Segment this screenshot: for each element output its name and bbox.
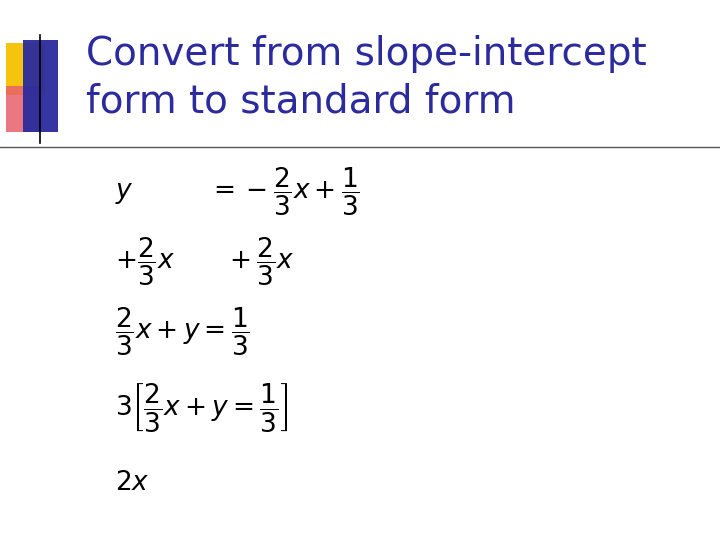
Bar	[6, 43, 45, 94]
Text: $+\dfrac{2}{3}x \qquad +\dfrac{2}{3}x$: $+\dfrac{2}{3}x \qquad +\dfrac{2}{3}x$	[115, 236, 294, 288]
Text: $3\left[\dfrac{2}{3}x + y = \dfrac{1}{3}\right]$: $3\left[\dfrac{2}{3}x + y = \dfrac{1}{3}…	[115, 381, 289, 434]
Text: Convert from slope-intercept
form to standard form: Convert from slope-intercept form to sta…	[86, 35, 647, 120]
Text: $\dfrac{2}{3}x + y = \dfrac{1}{3}$: $\dfrac{2}{3}x + y = \dfrac{1}{3}$	[115, 306, 250, 358]
Text: $y \quad\quad\quad = -\dfrac{2}{3}x+\dfrac{1}{3}$: $y \quad\quad\quad = -\dfrac{2}{3}x+\dfr…	[115, 166, 360, 218]
Bar	[23, 40, 58, 132]
Bar	[6, 86, 40, 132]
Text: $2x$: $2x$	[115, 470, 150, 496]
